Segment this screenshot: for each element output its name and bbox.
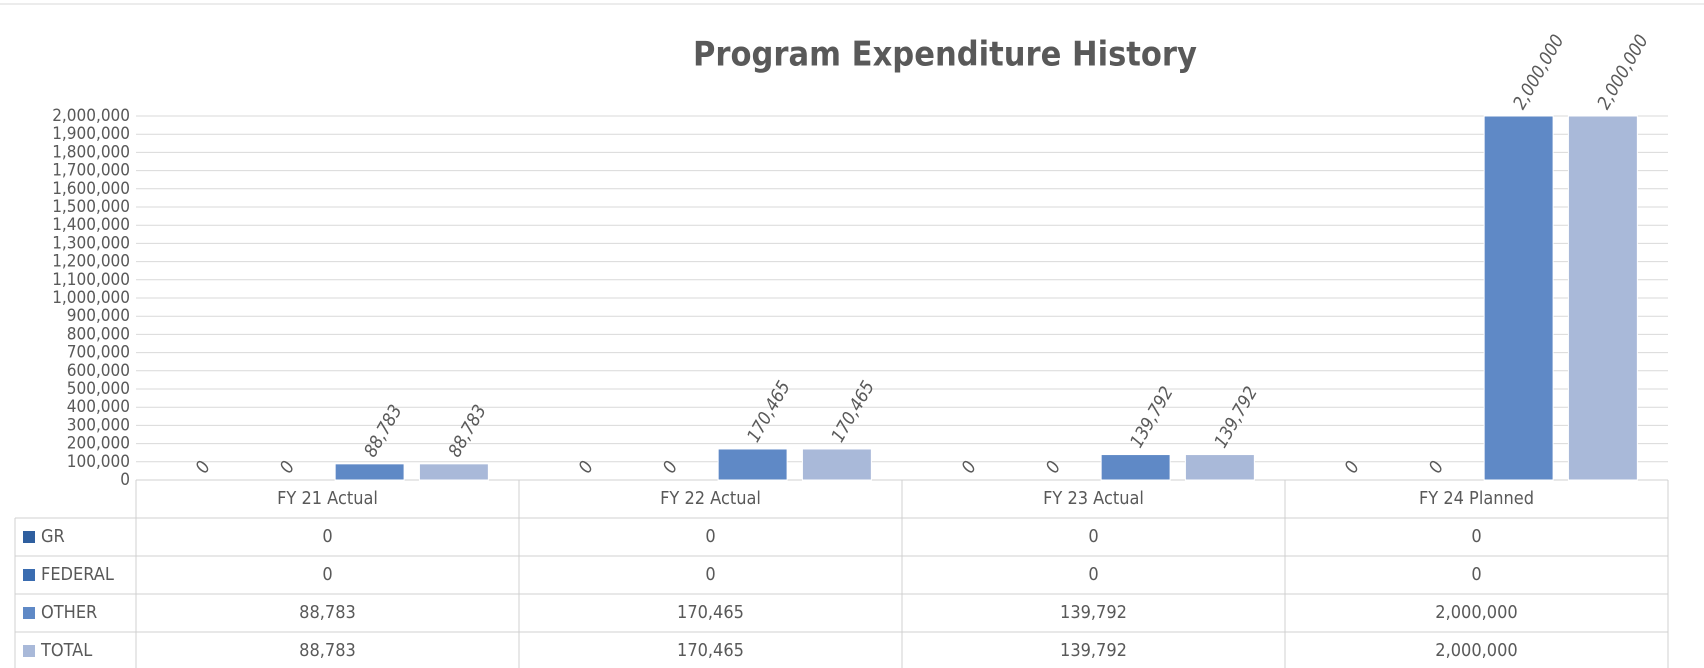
legend-label: OTHER	[41, 602, 97, 623]
table-cell: 2,000,000	[1435, 640, 1517, 661]
y-tick-label: 1,900,000	[52, 124, 130, 144]
data-label: 0	[1425, 458, 1448, 477]
y-tick-label: 100,000	[67, 452, 130, 472]
data-label: 0	[192, 458, 215, 477]
legend-key	[23, 645, 35, 657]
y-tick-label: 1,700,000	[52, 161, 130, 181]
y-tick-label: 200,000	[67, 434, 130, 454]
y-tick-label: 1,800,000	[52, 142, 130, 162]
y-tick-label: 2,000,000	[52, 106, 130, 126]
x-tick-label: FY 22 Actual	[660, 488, 761, 509]
chart-title: Program Expenditure History	[693, 35, 1197, 75]
data-label: 139,792	[1210, 383, 1262, 451]
table-cell: 88,783	[299, 640, 356, 661]
legend-key	[23, 569, 35, 581]
y-tick-label: 1,200,000	[52, 252, 130, 272]
bar	[1483, 115, 1554, 481]
y-tick-label: 1,400,000	[52, 215, 130, 235]
table-cell: 88,783	[299, 602, 356, 623]
data-label: 88,783	[444, 401, 491, 461]
table-cell: 170,465	[677, 602, 744, 623]
y-tick-label: 900,000	[67, 306, 130, 326]
table-cell: 139,792	[1060, 640, 1127, 661]
legend-label: FEDERAL	[41, 564, 114, 585]
bar	[1100, 454, 1171, 481]
table-cell: 0	[1471, 526, 1481, 547]
bar	[418, 463, 489, 481]
table-cell: 0	[705, 564, 715, 585]
legend-key	[23, 531, 35, 543]
table-cell: 2,000,000	[1435, 602, 1517, 623]
y-tick-label: 1,000,000	[52, 288, 130, 308]
table-cell: 0	[1471, 564, 1481, 585]
y-tick-label: 700,000	[67, 343, 130, 363]
table-cell: 0	[322, 564, 332, 585]
y-tick-label: 600,000	[67, 361, 130, 381]
table-cell: 0	[322, 526, 332, 547]
data-label: 0	[958, 458, 981, 477]
bar	[1567, 115, 1638, 481]
bar	[801, 448, 872, 481]
table-cell: 0	[1088, 564, 1098, 585]
legend-key	[23, 607, 35, 619]
data-label: 0	[1042, 458, 1065, 477]
data-label: 0	[659, 458, 682, 477]
data-label: 2,000,000	[1509, 31, 1568, 113]
bar	[334, 463, 405, 481]
x-tick-label: FY 24 Planned	[1419, 488, 1534, 509]
data-label: 0	[1341, 458, 1364, 477]
table-cell: 0	[1088, 526, 1098, 547]
legend-label: GR	[41, 526, 65, 547]
table-cell: 139,792	[1060, 602, 1127, 623]
data-label: 170,465	[827, 377, 879, 445]
y-tick-label: 1,100,000	[52, 270, 130, 290]
data-label: 0	[276, 458, 299, 477]
y-tick-label: 300,000	[67, 415, 130, 435]
y-tick-label: 400,000	[67, 397, 130, 417]
y-tick-label: 1,500,000	[52, 197, 130, 217]
legend-label: TOTAL	[40, 640, 92, 661]
bar	[717, 448, 788, 481]
table-cell: 170,465	[677, 640, 744, 661]
y-tick-label: 800,000	[67, 324, 130, 344]
y-tick-label: 0	[120, 470, 130, 490]
y-tick-label: 500,000	[67, 379, 130, 399]
data-label: 0	[575, 458, 598, 477]
bar	[1184, 454, 1255, 481]
x-tick-label: FY 23 Actual	[1043, 488, 1144, 509]
data-label: 139,792	[1126, 383, 1178, 451]
x-tick-label: FY 21 Actual	[277, 488, 378, 509]
table-cell: 0	[705, 526, 715, 547]
data-label: 88,783	[360, 401, 407, 461]
y-tick-label: 1,600,000	[52, 179, 130, 199]
y-tick-label: 1,300,000	[52, 233, 130, 253]
data-label: 170,465	[743, 377, 795, 445]
data-label: 2,000,000	[1593, 31, 1652, 113]
